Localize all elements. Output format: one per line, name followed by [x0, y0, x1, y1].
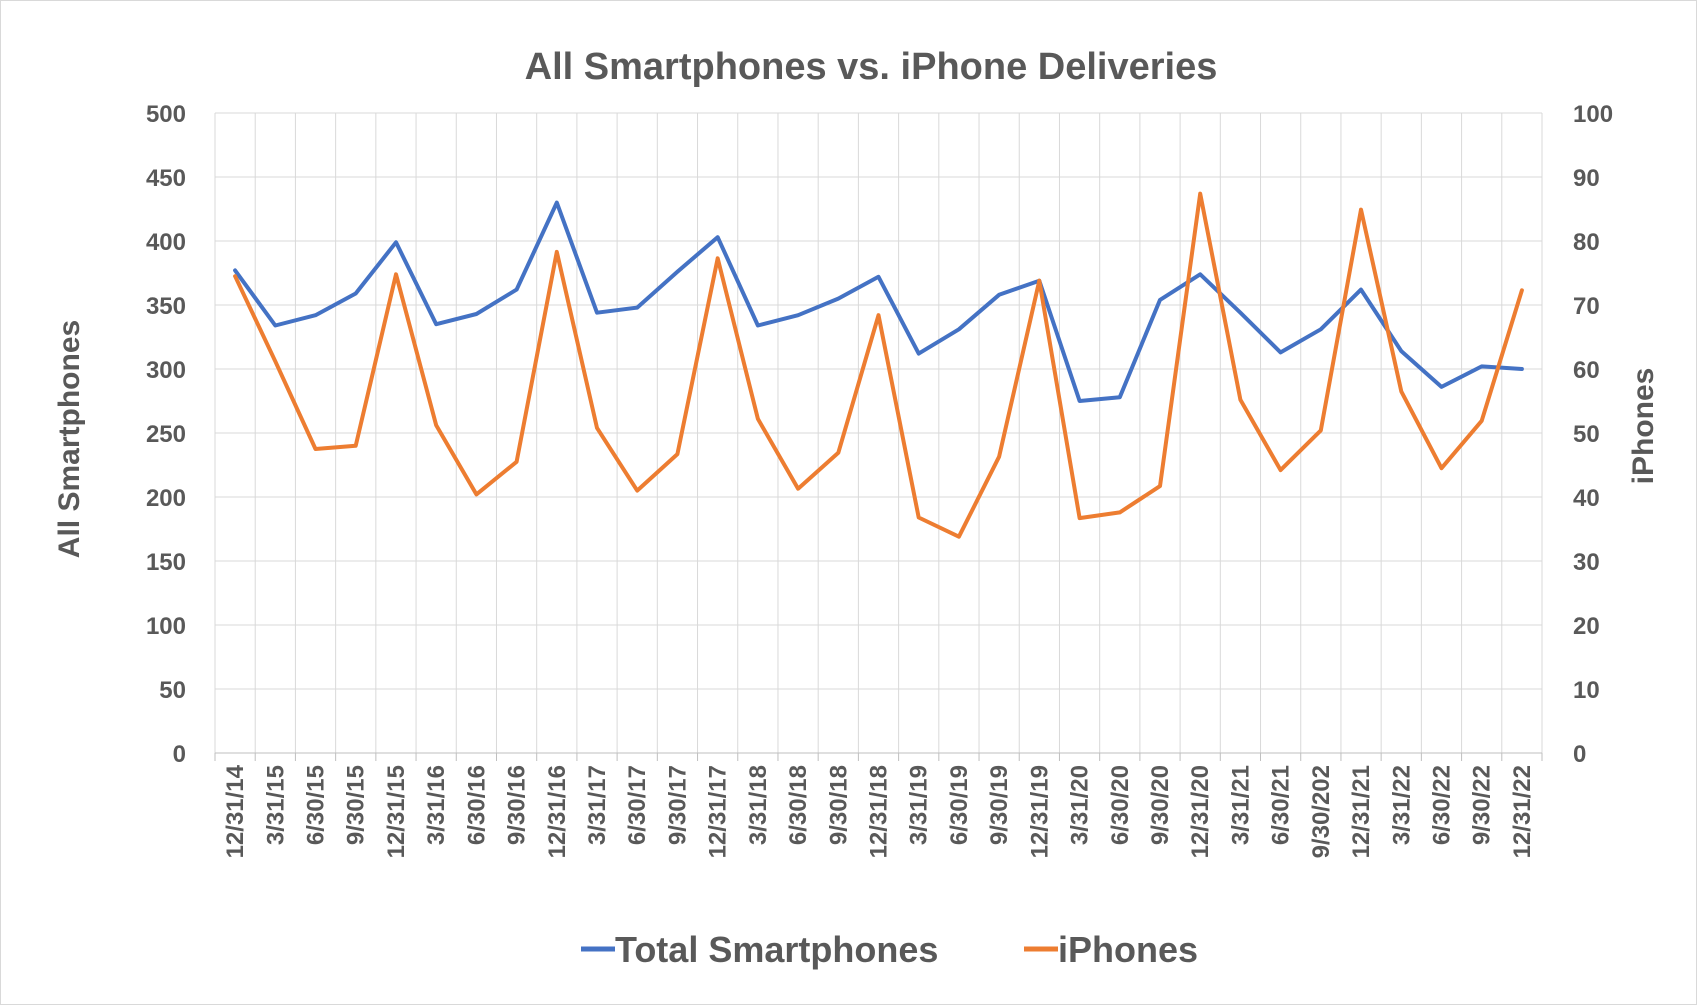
right-tick-label: 10	[1573, 677, 1600, 704]
chart-title: All Smartphones vs. iPhone Deliveries	[525, 46, 1218, 88]
x-tick-label: 9/30/20	[1147, 765, 1174, 845]
left-tick-label: 500	[146, 101, 186, 128]
x-tick-label: 12/31/20	[1187, 765, 1214, 858]
right-tick-label: 80	[1573, 229, 1600, 256]
right-tick-label: 90	[1573, 165, 1600, 192]
x-tick-label: 9/30/18	[825, 765, 852, 845]
x-tick-label: 3/31/18	[745, 765, 772, 845]
series-line-total-smartphones	[233, 200, 1524, 403]
series-lines	[233, 191, 1524, 539]
left-axis-title: All Smartphones	[53, 320, 86, 558]
right-tick-label: 30	[1573, 549, 1600, 576]
x-tick-label: 12/31/14	[222, 764, 249, 858]
x-tick-label: 9/30/15	[343, 765, 370, 845]
x-tick-label: 9/30/19	[986, 765, 1013, 845]
right-tick-label: 50	[1573, 421, 1600, 448]
x-tick-label: 3/31/17	[584, 765, 611, 845]
legend: Total Smartphones iPhones	[581, 929, 1198, 970]
x-axis-ticks: 12/31/14 3/31/15 6/30/15 9/30/15 12/31/15 3/3…	[222, 764, 1536, 858]
gridlines	[214, 112, 1543, 753]
x-tick-label: 3/31/20	[1067, 765, 1094, 845]
right-axis-title: iPhones	[1627, 368, 1660, 485]
left-tick-label: 400	[146, 229, 186, 256]
right-tick-label: 100	[1573, 101, 1613, 128]
legend-label-total-smartphones: Total Smartphones	[615, 929, 938, 970]
x-tick-label: 6/30/17	[624, 765, 651, 845]
x-tick-label: 3/31/16	[423, 765, 450, 845]
right-tick-label: 60	[1573, 357, 1600, 384]
x-tick-label: 9/30/22	[1469, 765, 1496, 845]
x-tick-label: 6/30/15	[303, 765, 330, 845]
left-tick-label: 450	[146, 165, 186, 192]
left-tick-label: 350	[146, 293, 186, 320]
left-tick-label: 250	[146, 421, 186, 448]
right-axis-ticks: 0 10 20 30 40 50 60 70 80 90 100	[1573, 101, 1613, 768]
x-tick-label: 12/31/19	[1026, 765, 1053, 858]
x-tick-label: 6/30/19	[946, 765, 973, 845]
left-tick-label: 0	[173, 741, 186, 768]
right-tick-label: 0	[1573, 741, 1586, 768]
right-tick-label: 70	[1573, 293, 1600, 320]
x-tick-label: 12/31/21	[1348, 765, 1375, 858]
x-tick-label: 12/31/15	[383, 765, 410, 858]
left-tick-label: 50	[159, 677, 186, 704]
x-tick-label: 6/30/21	[1268, 765, 1295, 845]
x-tick-label: 6/30/20	[1107, 765, 1134, 845]
x-tick-label: 3/31/15	[262, 765, 289, 845]
x-tick-label: 9/30/202	[1308, 765, 1335, 858]
legend-label-iphones: iPhones	[1058, 929, 1198, 970]
left-tick-label: 100	[146, 613, 186, 640]
x-tick-label: 6/30/16	[463, 765, 490, 845]
left-tick-label: 150	[146, 549, 186, 576]
x-tick-label: 3/31/19	[906, 765, 933, 845]
right-tick-label: 20	[1573, 613, 1600, 640]
left-axis-ticks: 0 50 100 150 200 250 300 350 400 450 500	[146, 101, 186, 768]
x-tick-label: 6/30/18	[785, 765, 812, 845]
x-tick-label: 9/30/17	[664, 765, 691, 845]
x-tick-label: 3/31/22	[1388, 765, 1415, 845]
right-tick-label: 40	[1573, 485, 1600, 512]
x-tick-label: 9/30/16	[504, 765, 531, 845]
x-tick-label: 6/30/22	[1429, 765, 1456, 845]
x-tick-label: 12/31/18	[866, 765, 893, 858]
x-tick-label: 12/31/22	[1509, 765, 1536, 858]
x-tick-label: 12/31/16	[544, 765, 571, 858]
left-tick-label: 200	[146, 485, 186, 512]
x-tick-label: 3/31/21	[1227, 765, 1254, 845]
x-tick-label: 12/31/17	[705, 765, 732, 858]
left-tick-label: 300	[146, 357, 186, 384]
series-line-iphones	[233, 191, 1524, 539]
axes	[214, 752, 1543, 761]
